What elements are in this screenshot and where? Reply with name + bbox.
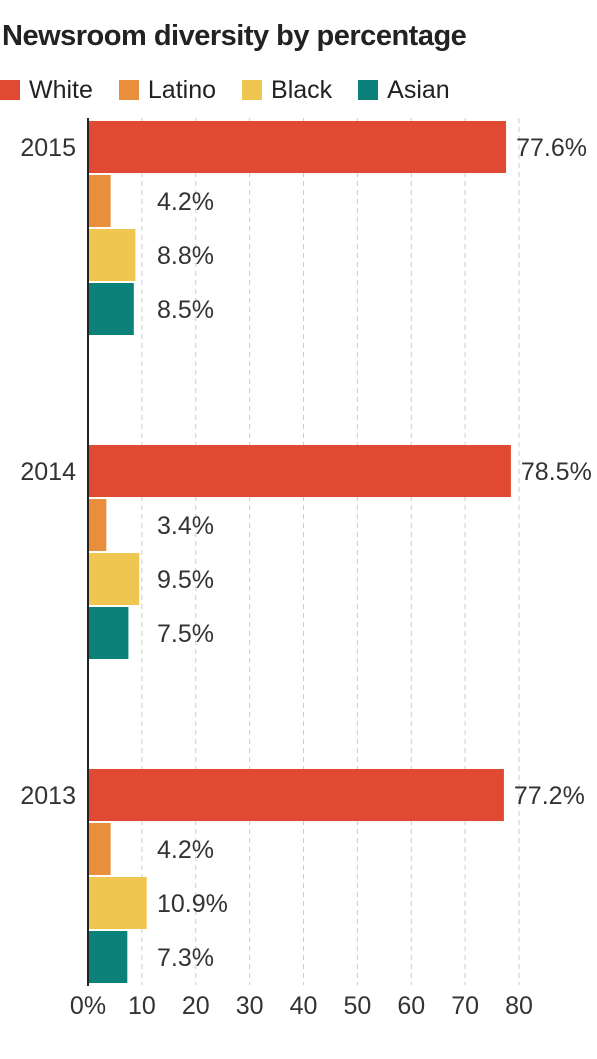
x-tick-label: 80 [505,992,533,1020]
category-label: 2013 [20,782,76,810]
legend-label-white: White [29,75,93,104]
bar-latino [88,823,111,875]
legend-swatch-latino [118,80,139,100]
x-tick-label: 40 [290,992,318,1020]
x-tick-label: 50 [343,992,371,1020]
chart-title: Newsroom diversity by percentage [2,20,467,52]
bar-white [88,445,511,497]
legend-item-black: Black [242,76,332,105]
x-tick-label: 70 [451,992,479,1020]
bar-asian [88,931,128,983]
legend: White Latino Black Asian [0,76,476,104]
bar-black [88,229,136,281]
legend-label-asian: Asian [387,75,450,104]
data-label: 9.5% [157,566,214,594]
category-label: 2015 [20,134,76,162]
data-label: 4.2% [157,188,214,216]
data-label: 77.2% [514,782,585,810]
bar-asian [88,283,134,335]
x-tick-label: 0% [70,992,106,1020]
x-tick-label: 30 [236,992,264,1020]
legend-swatch-black [242,80,263,100]
data-label: 4.2% [157,836,214,864]
legend-label-latino: Latino [147,75,217,104]
bar-asian [88,607,129,659]
legend-item-asian: Asian [358,76,450,105]
data-label: 8.8% [157,242,214,270]
bar-white [88,121,507,173]
data-label: 7.5% [157,620,214,648]
bar-latino [88,499,107,551]
category-label: 2014 [20,458,76,486]
data-label: 77.6% [516,134,587,162]
bar-latino [88,175,111,227]
data-label: 7.3% [157,944,214,972]
x-tick-label: 60 [397,992,425,1020]
legend-item-latino: Latino [118,75,217,105]
bar-white [88,769,504,821]
bar-black [88,877,147,929]
data-label: 3.4% [157,512,214,540]
x-tick-label: 20 [182,992,210,1020]
legend-swatch-asian [358,80,379,100]
legend-item-white: White [0,76,93,105]
legend-label-black: Black [271,75,333,104]
legend-swatch-white [0,80,20,100]
bar-black [88,553,140,605]
data-label: 8.5% [157,296,214,324]
x-tick-label: 10 [128,992,156,1020]
data-label: 78.5% [521,458,592,486]
data-label: 10.9% [157,890,228,918]
